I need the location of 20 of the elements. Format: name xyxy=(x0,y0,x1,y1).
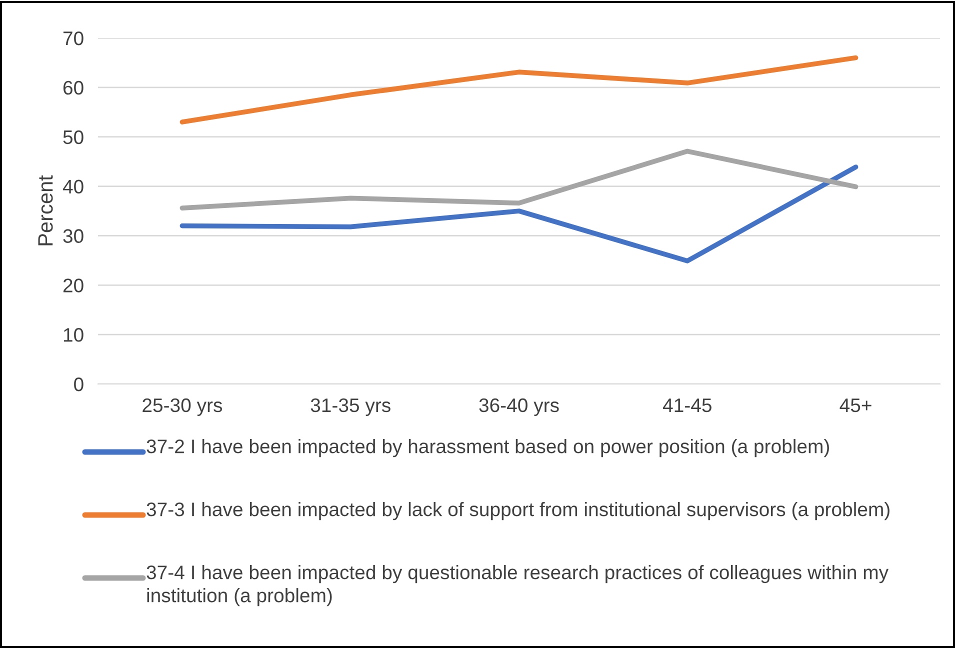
y-tick-label: 60 xyxy=(63,80,84,95)
line-series xyxy=(180,164,858,264)
y-tick-label: 30 xyxy=(63,229,84,243)
y-tick-label: 10 xyxy=(64,328,84,342)
legend-label: 37-2 I have been impacted by harassment based on power position (a problem) xyxy=(146,439,829,458)
x-tick-label: 31-35 yrs xyxy=(310,398,390,416)
legend-label: 37-3 I have been impacted by lack of support from institutional supervisors (a problem) xyxy=(146,502,890,520)
y-tick-label: 20 xyxy=(63,278,84,292)
y-tick-label: 0 xyxy=(74,377,84,392)
x-tick-label: 41-45 xyxy=(662,398,712,412)
line-series xyxy=(180,55,858,124)
y-tick-label: 50 xyxy=(63,130,84,144)
line-series xyxy=(180,148,858,210)
y-tick-label: 70 xyxy=(63,31,84,46)
y-axis-title: Percent xyxy=(38,175,53,246)
x-tick-label: 45+ xyxy=(840,398,872,412)
x-tick-label: 25-30 yrs xyxy=(142,398,222,416)
y-tick-label: 40 xyxy=(62,180,84,194)
legend-label: 37-4 I have been impacted by questionable research practices of colleagues within my institution (a problem) xyxy=(146,565,889,606)
x-tick-label: 36-40 yrs xyxy=(479,398,559,416)
